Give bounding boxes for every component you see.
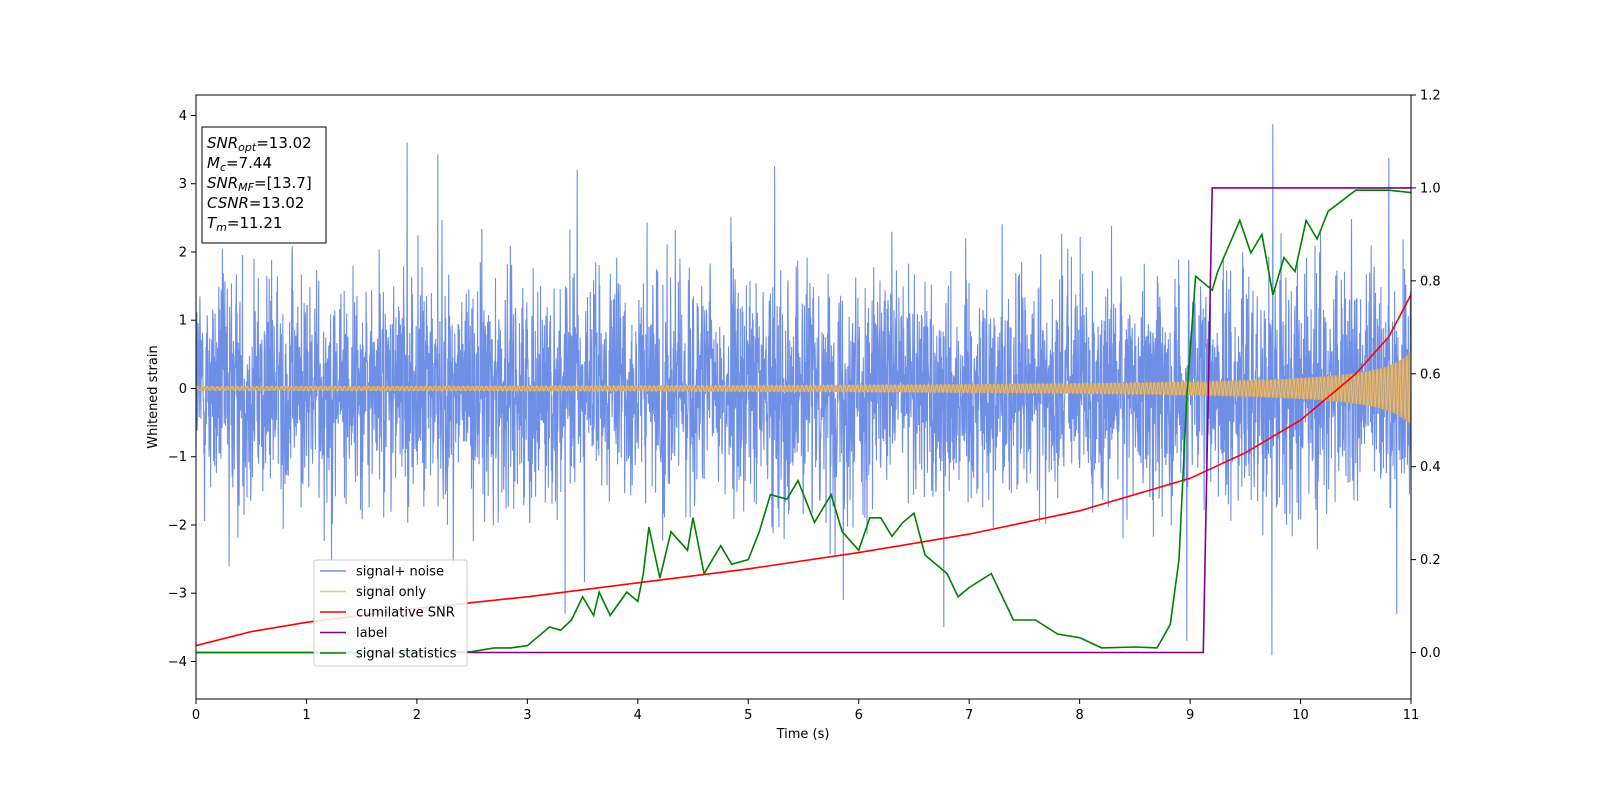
y-tick-label: −3 [168,587,187,602]
y2-tick-label: 0.0 [1420,646,1441,661]
x-tick-label: 5 [744,708,752,723]
legend: signal+ noise signal only cumilative SNR la… [313,559,468,667]
x-tick-label: 11 [1403,708,1420,723]
y2-tick-label: 0.8 [1420,274,1441,289]
series-label-line [196,187,1411,654]
y-tick-label: 3 [179,177,187,192]
x-axis-label: Time (s) [776,727,830,742]
x-tick-label: 9 [1186,708,1194,723]
info-box: SNRopt=13.02Mc=7.44SNRMF=[13.7]CSNR=13.0… [201,126,327,244]
x-tick-label: 10 [1292,708,1309,723]
y-axis-label: Whitened strain [146,345,161,448]
y2-tick-label: 1.2 [1420,89,1441,104]
axes-layer: 0 1 2 3 4 5 6 7 8 9 10 11 −4 −3 −2 −1 0 1 2 3 4 0.0 0.2 0.4 0.6 0… [168,89,1441,724]
legend-entry-label: signal only [356,585,426,600]
legend-entry-label: signal+ noise [356,565,444,580]
y-tick-label: −1 [168,450,187,465]
legend-entry-label: label [356,626,387,641]
series-signal-statistics-line [196,189,1411,654]
info-box-frame [201,126,327,244]
y2-tick-label: 0.2 [1420,553,1441,568]
y-tick-label: 0 [179,382,187,397]
info-line: CSNR=13.02 [207,194,304,212]
plot-frame [195,94,1412,700]
x-tick-label: 4 [634,708,642,723]
x-tick-label: 1 [302,708,310,723]
x-tick-label: 3 [523,708,531,723]
y2-tick-label: 0.6 [1420,367,1441,382]
legend-frame [313,559,468,667]
x-tick-label: 7 [965,708,973,723]
x-tick-label: 6 [855,708,863,723]
x-tick-label: 2 [413,708,421,723]
y-tick-label: 4 [179,109,187,124]
y-tick-label: −4 [168,655,187,670]
info-line: Tm=11.21 [207,214,282,234]
x-tick-label: 8 [1075,708,1083,723]
legend-entry-label: signal statistics [356,647,457,662]
x-tick-label: 0 [192,708,200,723]
y-tick-label: −2 [168,518,187,533]
info-line: Mc=7.44 [207,154,272,174]
legend-entry-label: cumilative SNR [356,606,455,621]
info-line: SNRopt=13.02 [207,134,312,154]
y-tick-label: 1 [179,314,187,329]
y-tick-label: 2 [179,245,187,260]
info-line: SNRMF=[13.7] [207,174,312,194]
y2-tick-label: 0.4 [1420,460,1441,475]
y2-tick-label: 1.0 [1420,181,1441,196]
